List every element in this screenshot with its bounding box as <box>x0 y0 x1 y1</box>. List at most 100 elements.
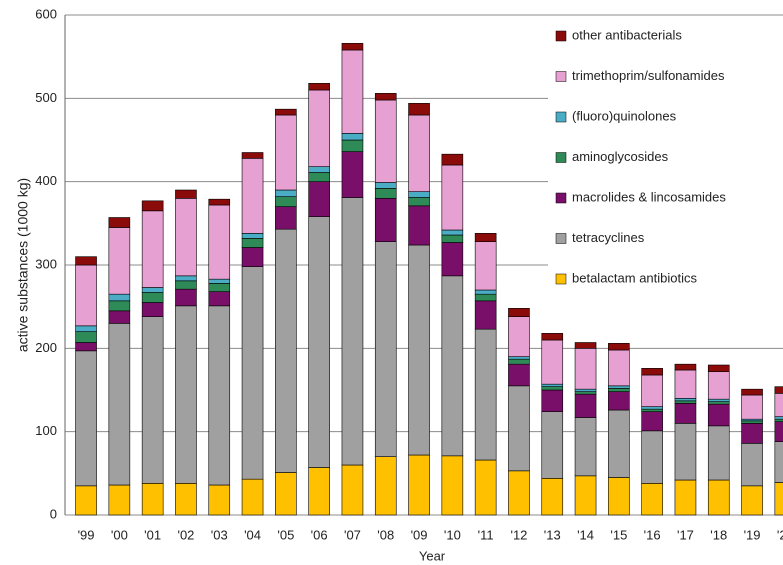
bar-segment <box>508 358 530 365</box>
bar-segment <box>474 233 497 242</box>
bar-segment <box>208 204 231 280</box>
x-tick-label: '05 <box>277 527 294 542</box>
legend-swatch <box>555 71 567 82</box>
bar-segment <box>674 400 697 404</box>
bar-segment <box>474 241 497 291</box>
bar-segment <box>308 89 330 167</box>
bar-segment <box>75 256 97 266</box>
bar-segment <box>608 349 630 387</box>
bar-segment <box>175 189 197 199</box>
bar-segment <box>641 406 663 410</box>
bar-segment <box>141 302 164 317</box>
bar-segment <box>341 133 364 141</box>
bar-segment <box>275 196 297 207</box>
bar-segment <box>674 479 697 516</box>
bar-segment <box>541 339 564 385</box>
legend-swatch <box>555 192 567 204</box>
bar-segment <box>141 210 164 288</box>
bar-segment <box>641 430 663 484</box>
bar-segment <box>441 153 464 166</box>
bar-segment <box>408 454 430 516</box>
y-tick-label: 600 <box>35 6 57 21</box>
legend-swatch <box>555 273 567 285</box>
bar-segment <box>707 364 730 372</box>
x-tick-label: '08 <box>377 527 394 542</box>
bar-segment <box>75 485 97 516</box>
bar-segment <box>774 482 783 516</box>
x-tick-label: '04 <box>244 527 261 542</box>
bar-segment <box>774 441 783 483</box>
bar-segment <box>674 363 697 371</box>
bar-segment <box>774 393 783 417</box>
bar-segment <box>374 182 397 189</box>
bar-segment <box>108 227 131 295</box>
bar-segment <box>541 389 564 412</box>
x-tick-label: '12 <box>510 527 527 542</box>
bar-segment <box>241 158 264 234</box>
bar-segment <box>241 266 264 480</box>
bar-segment <box>674 398 697 402</box>
bar-segment <box>608 385 630 389</box>
bar-segment <box>374 93 397 101</box>
bar-segment <box>175 288 197 307</box>
y-axis-label: active substances (1000 kg) <box>15 178 31 352</box>
bar-segment <box>741 485 763 516</box>
x-tick-label: '06 <box>311 527 328 542</box>
bar-segment <box>641 368 663 376</box>
y-tick-label: 400 <box>35 173 57 188</box>
bar-segment <box>441 242 464 277</box>
bar-segment <box>341 464 364 516</box>
x-tick-label: '00 <box>111 527 128 542</box>
bar-segment <box>408 205 430 246</box>
bar-segment <box>141 287 164 293</box>
bar-segment <box>774 416 783 420</box>
bar-segment <box>141 483 164 516</box>
bar-segment <box>208 305 231 486</box>
legend-label: tetracyclines <box>572 230 645 245</box>
x-axis-label: Year <box>419 548 446 563</box>
bar-segment <box>707 371 730 400</box>
bar-segment <box>275 108 297 116</box>
bar-segment <box>707 401 730 405</box>
legend-label: (fluoro)quinolones <box>572 108 677 123</box>
bar-segment <box>641 483 663 516</box>
bar-segment <box>175 280 197 290</box>
bar-segment <box>707 425 730 481</box>
bar-segment <box>541 386 564 391</box>
bar-segment <box>241 233 264 239</box>
bar-segment <box>574 348 597 390</box>
bar-segment <box>574 417 597 477</box>
bar-segment <box>741 388 763 396</box>
y-tick-label: 500 <box>35 90 57 105</box>
bar-segment <box>208 283 231 292</box>
bar-segment <box>541 478 564 516</box>
bar-segment <box>308 83 330 91</box>
legend-swatch <box>555 111 567 123</box>
bar-segment <box>474 293 497 302</box>
x-tick-label: '19 <box>744 527 761 542</box>
bar-segment <box>508 308 530 317</box>
bar-segment <box>208 484 231 516</box>
bar-segment <box>441 455 464 516</box>
bar-segment <box>441 234 464 243</box>
bar-segment <box>541 383 564 387</box>
bar-segment <box>408 114 430 192</box>
x-tick-label: '17 <box>677 527 694 542</box>
x-tick-label: '15 <box>610 527 627 542</box>
bar-segment <box>707 479 730 516</box>
x-tick-label: '03 <box>211 527 228 542</box>
bar-segment <box>474 328 497 461</box>
bar-segment <box>408 191 430 198</box>
bar-segment <box>641 374 663 407</box>
bar-segment <box>574 342 597 349</box>
bar-segment <box>208 278 231 284</box>
bar-segment <box>275 228 297 473</box>
bar-segment <box>241 152 264 159</box>
bar-segment <box>308 166 330 173</box>
bar-segment <box>341 197 364 466</box>
bar-segment <box>741 443 763 487</box>
bar-segment <box>108 293 131 302</box>
bar-segment <box>374 188 397 199</box>
bar-segment <box>608 391 630 411</box>
bar-segment <box>75 342 97 352</box>
